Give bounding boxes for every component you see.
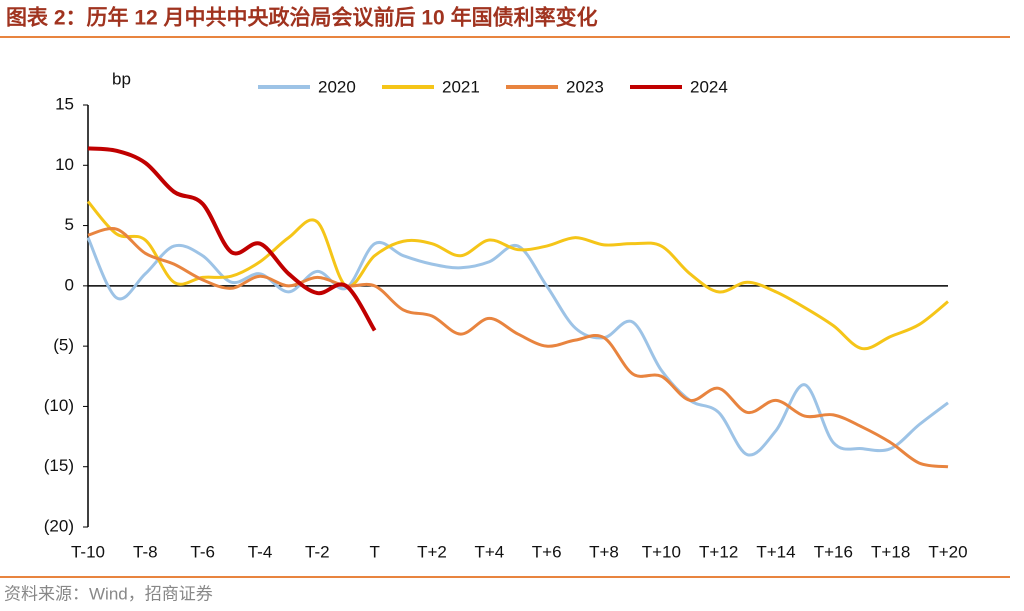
- y-tick-label: 10: [55, 155, 74, 174]
- x-tick-label: T+4: [474, 542, 504, 561]
- series-line: [87, 146, 377, 332]
- y-tick-label: (5): [53, 336, 74, 355]
- x-tick-label: T-6: [190, 542, 215, 561]
- x-tick-label: T: [369, 542, 379, 561]
- y-axis-label: bp: [112, 69, 131, 88]
- legend-label: 2023: [566, 77, 604, 96]
- x-tick-label: T+6: [532, 542, 562, 561]
- legend-label: 2020: [318, 77, 356, 96]
- y-tick-label: 5: [65, 215, 74, 234]
- x-tick-label: T-10: [71, 542, 105, 561]
- x-tick-label: T+12: [699, 542, 738, 561]
- x-tick-label: T+18: [871, 542, 910, 561]
- legend-label: 2024: [690, 77, 728, 96]
- y-tick-label: (15): [44, 456, 74, 475]
- x-tick-label: T+20: [928, 542, 967, 561]
- y-tick-label: (10): [44, 396, 74, 415]
- y-tick-label: 15: [55, 94, 74, 113]
- chart-title: 图表 2：历年 12 月中共中央政治局会议前后 10 年国债利率变化: [6, 6, 598, 30]
- y-tick-label: 0: [65, 275, 74, 294]
- source: 资料来源：Wind，招商证券: [4, 584, 213, 603]
- x-tick-label: T-8: [133, 542, 158, 561]
- x-tick-label: T+8: [589, 542, 619, 561]
- x-tick-label: T+16: [814, 542, 853, 561]
- legend-label: 2021: [442, 77, 480, 96]
- y-tick-label: (20): [44, 516, 74, 535]
- x-tick-label: T+14: [756, 542, 795, 561]
- x-tick-label: T+10: [642, 542, 681, 561]
- series-line: [87, 227, 949, 469]
- x-tick-label: T+2: [417, 542, 447, 561]
- x-tick-label: T-4: [248, 542, 273, 561]
- series-line: [86, 200, 949, 351]
- series-line: [86, 236, 949, 457]
- x-tick-label: T-2: [305, 542, 330, 561]
